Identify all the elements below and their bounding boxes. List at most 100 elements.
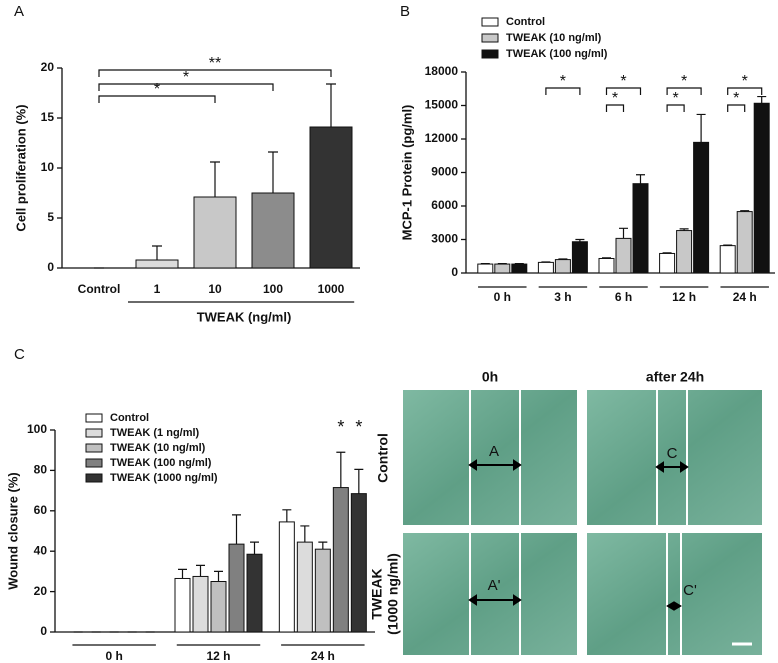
y-tick-label: 5: [47, 210, 54, 224]
y-tick-label: 12000: [425, 131, 459, 145]
bar: [210, 581, 227, 633]
width-arrows: [468, 459, 689, 611]
significance-label: *: [742, 73, 748, 90]
legend-swatch: [85, 443, 103, 453]
y-axis-label: Cell proliferation (%): [13, 104, 28, 231]
significance-bracket: [98, 69, 332, 77]
micrograph: [587, 533, 762, 655]
bar: [246, 553, 263, 633]
error-bar: [679, 228, 689, 231]
x-tick-label: 1000: [318, 282, 345, 296]
bar: [350, 493, 367, 633]
y-tick-label: 20: [41, 60, 55, 74]
error-bar: [354, 468, 364, 494]
bar: [193, 196, 237, 269]
significance-label: **: [209, 55, 221, 72]
error-bar: [636, 174, 645, 184]
error-bar: [178, 568, 187, 579]
y-tick-label: 10: [41, 160, 55, 174]
bar: [554, 259, 571, 274]
bar: [511, 263, 528, 274]
error-bar: [232, 514, 241, 545]
marker: C': [683, 582, 697, 599]
y-tick-label: 60: [34, 503, 48, 517]
significance-label: *: [183, 69, 189, 86]
micrograph: [587, 390, 762, 525]
legend-swatch: [85, 458, 103, 468]
column-header: after 24h: [646, 369, 704, 385]
significance-label: *: [560, 73, 566, 90]
bar: [719, 245, 736, 274]
x-tick-label: 6 h: [615, 290, 632, 304]
wound-edges: [469, 390, 752, 655]
bar: [174, 577, 191, 633]
x-tick-label: 24 h: [733, 290, 757, 304]
x-tick-label: 0 h: [105, 649, 122, 663]
bar: [659, 252, 676, 274]
bar: [693, 141, 710, 274]
significance-bracket: [98, 95, 216, 103]
bar: [332, 487, 349, 633]
error-bar: [152, 245, 162, 260]
legend-label: TWEAK (10 ng/ml): [110, 442, 206, 454]
bar: [494, 263, 511, 274]
marker: A: [489, 443, 499, 460]
significance-bracket: [545, 87, 581, 95]
error-bar: [619, 227, 628, 239]
significance-label: *: [620, 73, 626, 90]
significance-label: *: [337, 417, 344, 437]
legend-label: TWEAK (100 ng/ml): [110, 457, 212, 469]
error-bar: [558, 258, 568, 260]
legend-swatch: [85, 428, 103, 438]
legend-swatch: [85, 413, 103, 423]
y-tick-label: 40: [34, 543, 48, 557]
y-tick-label: 0: [47, 260, 54, 274]
significance-bracket: [666, 104, 685, 112]
error-bar: [300, 525, 310, 543]
error-bar: [336, 451, 346, 488]
row-label: TWEAK: [369, 568, 385, 619]
legend-label: TWEAK (1 ng/ml): [110, 427, 200, 439]
y-tick-label: 0: [451, 265, 458, 279]
significance-label: *: [612, 90, 618, 107]
bar: [753, 102, 770, 274]
y-axis-label: MCP-1 Protein (pg/ml): [399, 105, 414, 241]
panel-label: C: [14, 346, 25, 363]
bar: [251, 192, 295, 269]
x-tick-label: 12 h: [672, 290, 696, 304]
error-bar: [575, 238, 585, 242]
significance-bracket: [605, 104, 625, 112]
legend-label: Control: [110, 412, 149, 424]
significance-bracket: [727, 87, 763, 95]
y-tick-label: 0: [40, 624, 47, 638]
bar: [309, 126, 353, 269]
y-tick-label: 15000: [425, 98, 459, 112]
row-label: Control: [375, 433, 391, 483]
x-tick-label: 0 h: [494, 290, 511, 304]
bar: [676, 230, 693, 274]
significance-bracket: [666, 87, 702, 95]
y-tick-label: 18000: [425, 64, 459, 78]
y-tick-label: 9000: [431, 165, 458, 179]
significance-label: *: [681, 73, 687, 90]
x-tick-label: Control: [78, 282, 121, 296]
bar: [314, 548, 331, 633]
y-tick-label: 15: [41, 110, 55, 124]
x-tick-label: 100: [263, 282, 283, 296]
bar: [632, 183, 649, 274]
x-axis-label: TWEAK (ng/ml): [197, 309, 292, 324]
y-tick-label: 80: [34, 463, 48, 477]
bar: [537, 261, 554, 274]
micrograph: [403, 390, 577, 525]
error-bar: [740, 210, 750, 212]
x-tick-label: 24 h: [311, 649, 335, 663]
column-header: 0h: [482, 369, 498, 385]
error-bar: [602, 257, 611, 259]
y-tick-label: 20: [34, 584, 48, 598]
bar: [571, 241, 588, 274]
bar: [192, 575, 209, 633]
significance-label: *: [672, 90, 678, 107]
error-bar: [214, 570, 223, 582]
x-tick-label: 1: [154, 282, 161, 296]
